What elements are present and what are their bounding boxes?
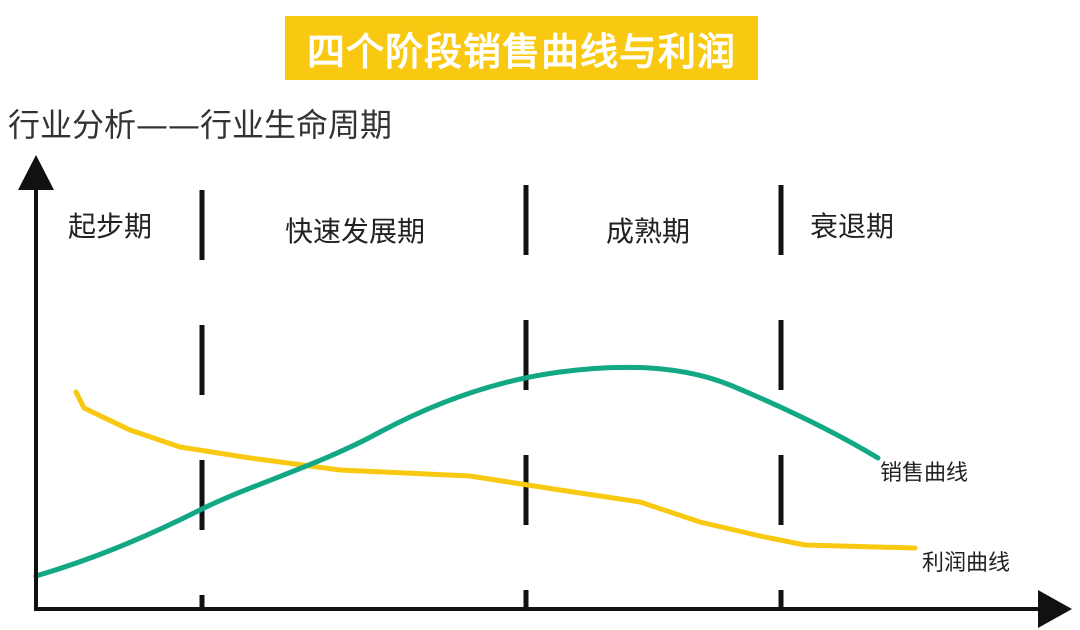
sales-curve	[33, 364, 881, 579]
stage-growth: 快速发展期	[285, 215, 426, 248]
sales-curve-label: 销售曲线	[880, 461, 969, 486]
stage-startup: 起步期	[68, 210, 153, 243]
y-axis-arrow-icon	[18, 155, 54, 190]
profit-curve-label: 利润曲线	[922, 551, 1011, 576]
stage-maturity: 成熟期	[606, 215, 691, 248]
axes	[34, 185, 1045, 611]
stage-dividers	[199, 185, 784, 610]
diagram-subtitle: 行业分析——行业生命周期	[8, 106, 393, 144]
diagram-title: 四个阶段销售曲线与利润	[285, 16, 758, 80]
stage-decline: 衰退期	[810, 210, 895, 243]
profit-curve	[73, 389, 918, 551]
x-axis-arrow-icon	[1038, 590, 1072, 628]
